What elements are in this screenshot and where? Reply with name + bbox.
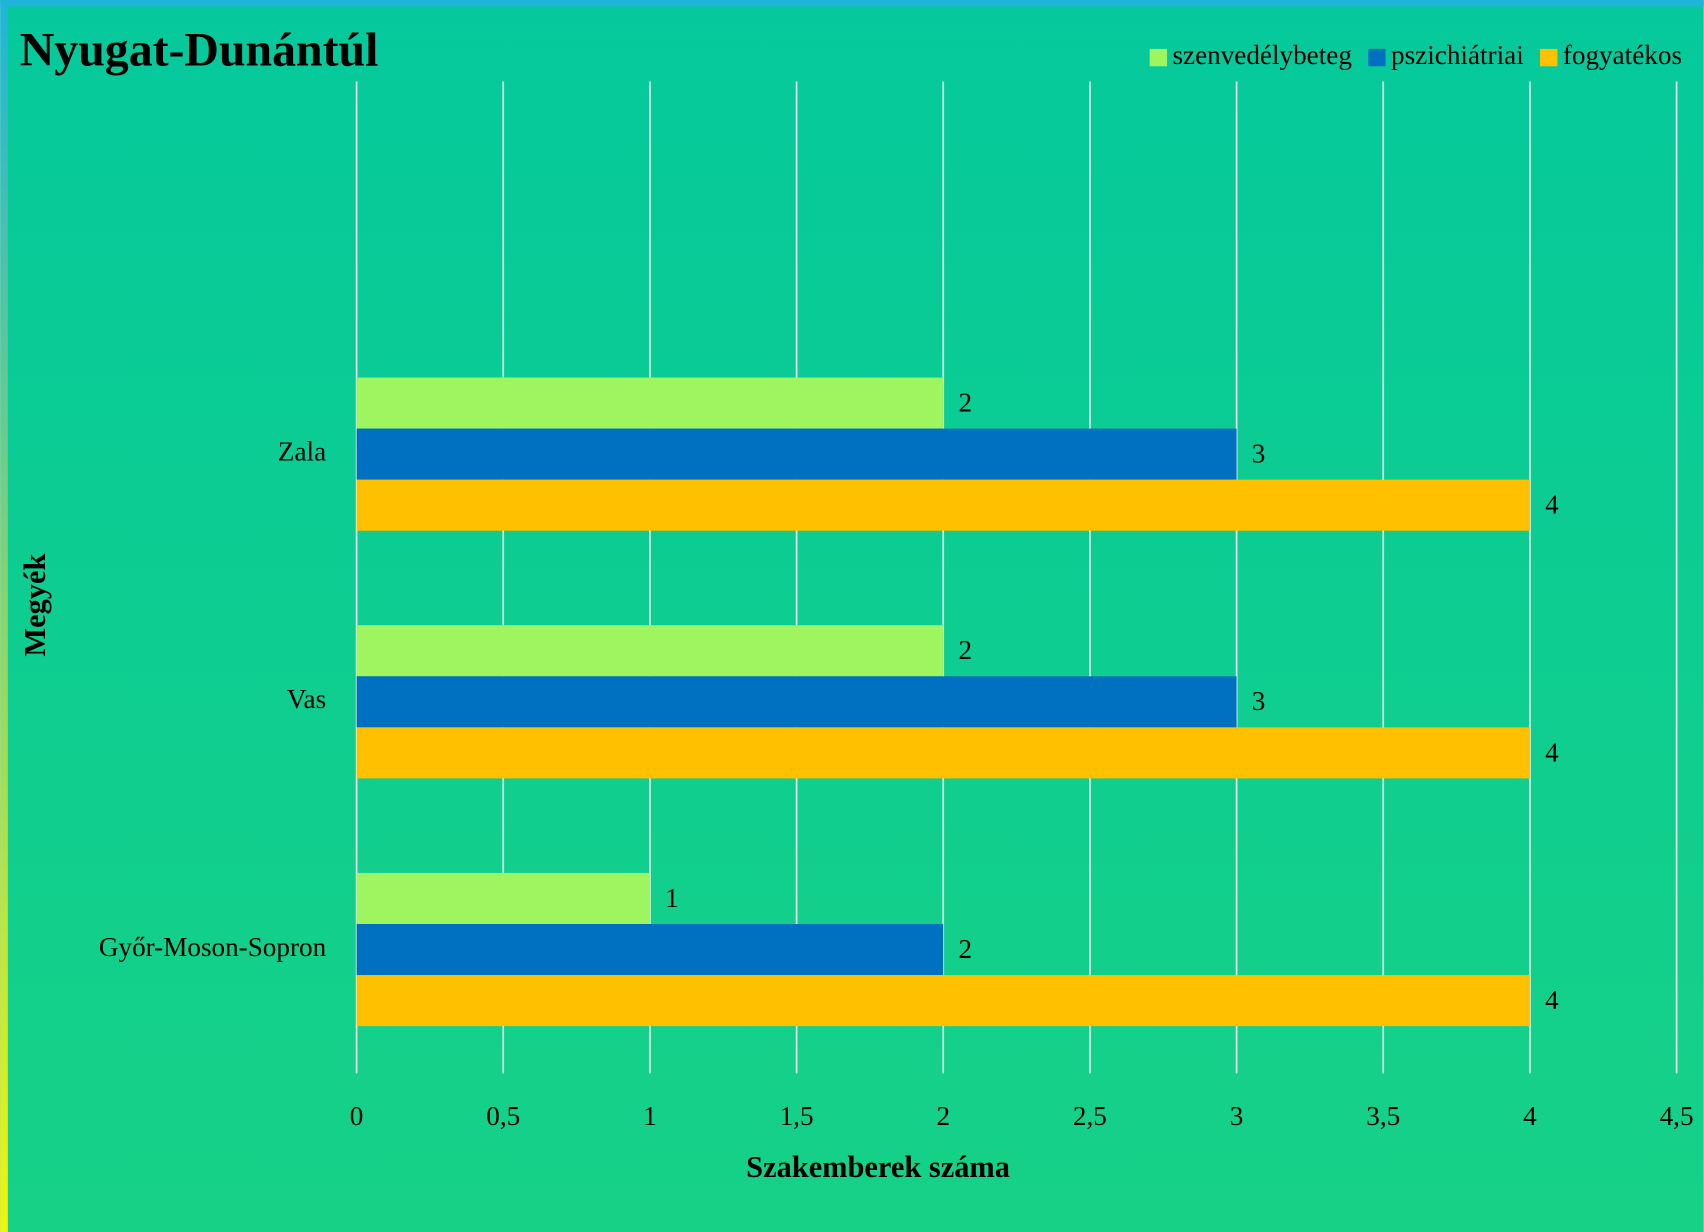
bar	[356, 625, 944, 677]
bar	[356, 924, 944, 976]
legend-label: pszichiátriai	[1391, 40, 1524, 70]
legend-label: szenvedélybeteg	[1172, 40, 1352, 70]
data-label: 1	[665, 883, 679, 913]
bar	[356, 975, 1530, 1027]
x-tick-label: 2	[936, 1101, 950, 1131]
data-label: 3	[1252, 439, 1266, 469]
bar	[356, 872, 650, 924]
bar	[356, 479, 1530, 531]
left-border	[0, 0, 8, 1232]
top-border	[0, 0, 1704, 7]
x-tick-label: 4,5	[1660, 1101, 1694, 1131]
legend-swatch	[1540, 48, 1558, 67]
legend-swatch	[1368, 48, 1386, 67]
data-label: 2	[958, 635, 972, 665]
x-tick-label: 2,5	[1073, 1101, 1107, 1131]
y-tick-label: Vas	[287, 684, 326, 714]
y-tick-label: Győr-Moson-Sopron	[99, 932, 327, 962]
data-label: 4	[1545, 490, 1559, 520]
x-tick-label: 1	[643, 1101, 657, 1131]
y-axis-title: Megyék	[18, 554, 52, 657]
legend-label: fogyatékos	[1563, 40, 1682, 70]
bar	[356, 377, 944, 429]
bar	[356, 676, 1237, 728]
data-label: 4	[1545, 737, 1559, 767]
x-tick-label: 1,5	[780, 1101, 814, 1131]
x-axis-title: Szakemberek száma	[746, 1150, 1010, 1184]
bar	[356, 428, 1237, 480]
x-tick-label: 4	[1523, 1101, 1537, 1131]
data-label: 2	[958, 387, 972, 417]
chart-title: Nyugat-Dunántúl	[20, 23, 379, 76]
x-tick-label: 0	[350, 1101, 364, 1131]
x-tick-label: 3,5	[1366, 1101, 1400, 1131]
legend-swatch	[1149, 48, 1168, 67]
y-tick-label: Zala	[278, 436, 326, 466]
x-tick-label: 0,5	[486, 1101, 520, 1131]
data-label: 4	[1545, 985, 1559, 1015]
data-label: 3	[1252, 686, 1266, 716]
x-tick-label: 3	[1230, 1101, 1244, 1131]
bar	[356, 727, 1530, 779]
data-label: 2	[958, 934, 972, 964]
